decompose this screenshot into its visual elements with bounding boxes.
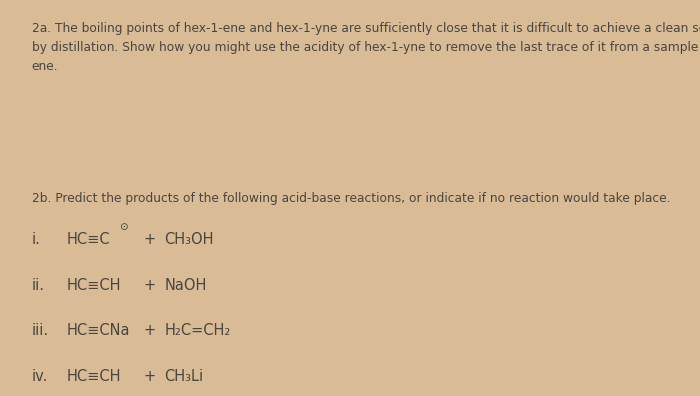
Text: iii.: iii. [32,323,48,338]
Text: i.: i. [32,232,41,247]
Text: HC≡CH: HC≡CH [66,369,121,384]
Text: NaOH: NaOH [164,278,207,293]
Text: CH₃Li: CH₃Li [164,369,204,384]
Text: HC≡C: HC≡C [66,232,110,247]
Text: 2a. The boiling points of hex-1-ene and hex-1-yne are sufficiently close that it: 2a. The boiling points of hex-1-ene and … [32,22,700,73]
Text: +: + [144,369,155,384]
Text: ii.: ii. [32,278,45,293]
Text: H₂C=CH₂: H₂C=CH₂ [164,323,231,338]
Text: 2b. Predict the products of the following acid-base reactions, or indicate if no: 2b. Predict the products of the followin… [32,192,670,205]
Text: HC≡CH: HC≡CH [66,278,121,293]
Text: +: + [144,323,155,338]
Text: iv.: iv. [32,369,48,384]
Text: ⊙: ⊙ [119,222,127,232]
Text: +: + [144,278,155,293]
Text: +: + [144,232,155,247]
Text: HC≡CNa: HC≡CNa [66,323,130,338]
Text: CH₃OH: CH₃OH [164,232,214,247]
